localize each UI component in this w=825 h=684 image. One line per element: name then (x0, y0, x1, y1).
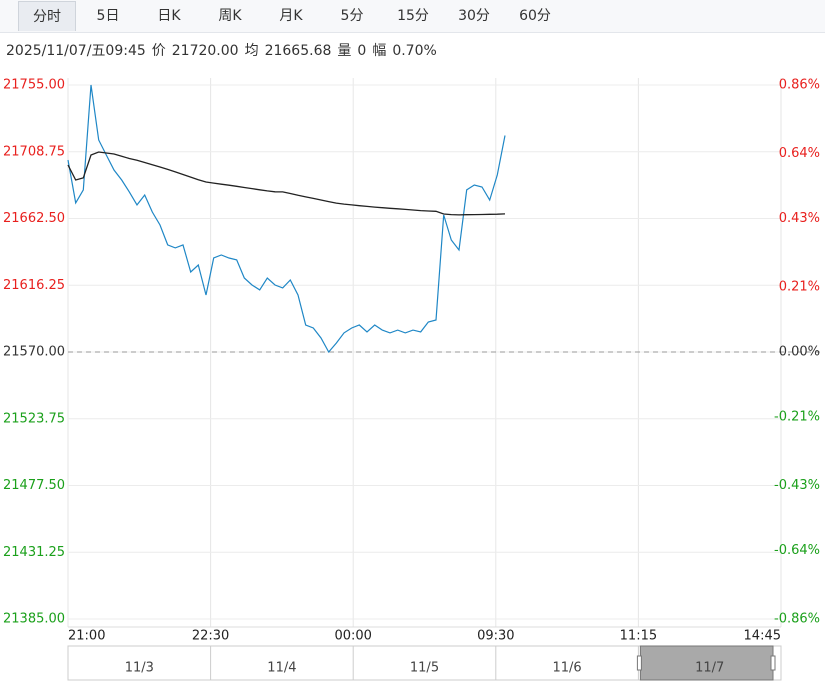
tab[interactable]: 60分 (519, 8, 551, 24)
info-value: 0.70% (392, 43, 437, 59)
y-tick-label: 21616.25 (3, 278, 65, 293)
x-tick-label: 00:00 (334, 629, 371, 644)
tab-bar: 分时 5日 日K 周K 月K 5分 15分 30分 60分 (0, 0, 825, 33)
tab[interactable]: 5分 (340, 8, 364, 24)
x-tick-label: 09:30 (477, 629, 514, 644)
navigator-date: 11/6 (552, 661, 581, 676)
y-tick-label: 21523.75 (3, 411, 65, 426)
y-tick-label: 21385.00 (3, 612, 65, 627)
navigator-handle (770, 655, 776, 671)
y2-tick-label: -0.64% (774, 543, 820, 558)
y-tick-label: 21662.50 (3, 211, 65, 226)
tab[interactable]: 月K (279, 8, 303, 24)
y2-tick-label: -0.43% (774, 478, 820, 493)
y2-tick-label: 0.43% (779, 211, 820, 226)
y-tick-label: 21708.75 (3, 144, 65, 159)
y2-tick-label: 0.21% (779, 279, 820, 294)
x-tick-label: 11:15 (620, 629, 657, 644)
navigator-date: 11/5 (410, 661, 439, 676)
info-value: 0 (357, 43, 367, 59)
price-line (67, 151, 506, 216)
tab[interactable]: 15分 (397, 8, 429, 24)
tab[interactable]: 30分 (458, 8, 490, 24)
y2-tick-label: -0.21% (774, 410, 820, 425)
x-tick-label: 21:00 (68, 629, 105, 644)
y2-tick-label: 0.00% (779, 345, 820, 360)
y-tick-label: 21570.00 (3, 345, 65, 360)
info-datetime: 2025/11/07/五09:45 (6, 43, 146, 59)
info-value: 21720.00 (171, 43, 239, 59)
tab[interactable]: 周K (218, 8, 242, 24)
x-tick-label: 14:45 (744, 629, 781, 644)
tab[interactable]: 日K (157, 8, 181, 24)
info-label: 价 (151, 43, 166, 59)
info-value: 21665.68 (264, 43, 332, 59)
y-tick-label: 21431.25 (3, 545, 65, 560)
info-label: 幅 (372, 43, 387, 59)
navigator-handle (636, 655, 642, 671)
price-line (67, 84, 506, 354)
info-line: 2025/11/07/五09:45 价 21720.00 均 21665.68 量 0 幅 0.… (6, 40, 443, 60)
y-tick-label: 21755.00 (3, 78, 65, 93)
navigator-date: 11/3 (125, 661, 154, 676)
navigator-date: 11/4 (267, 661, 296, 676)
navigator-date: 11/7 (695, 661, 724, 676)
info-label: 量 (337, 43, 352, 59)
y2-tick-label: 0.64% (779, 146, 820, 161)
info-label: 均 (244, 43, 259, 59)
y2-tick-label: -0.86% (774, 612, 820, 627)
y2-tick-label: 0.86% (779, 78, 820, 93)
x-tick-label: 22:30 (192, 629, 229, 644)
y-tick-label: 21477.50 (3, 478, 65, 493)
tab[interactable]: 5日 (96, 8, 120, 24)
tab[interactable]: 分时 (18, 1, 76, 31)
